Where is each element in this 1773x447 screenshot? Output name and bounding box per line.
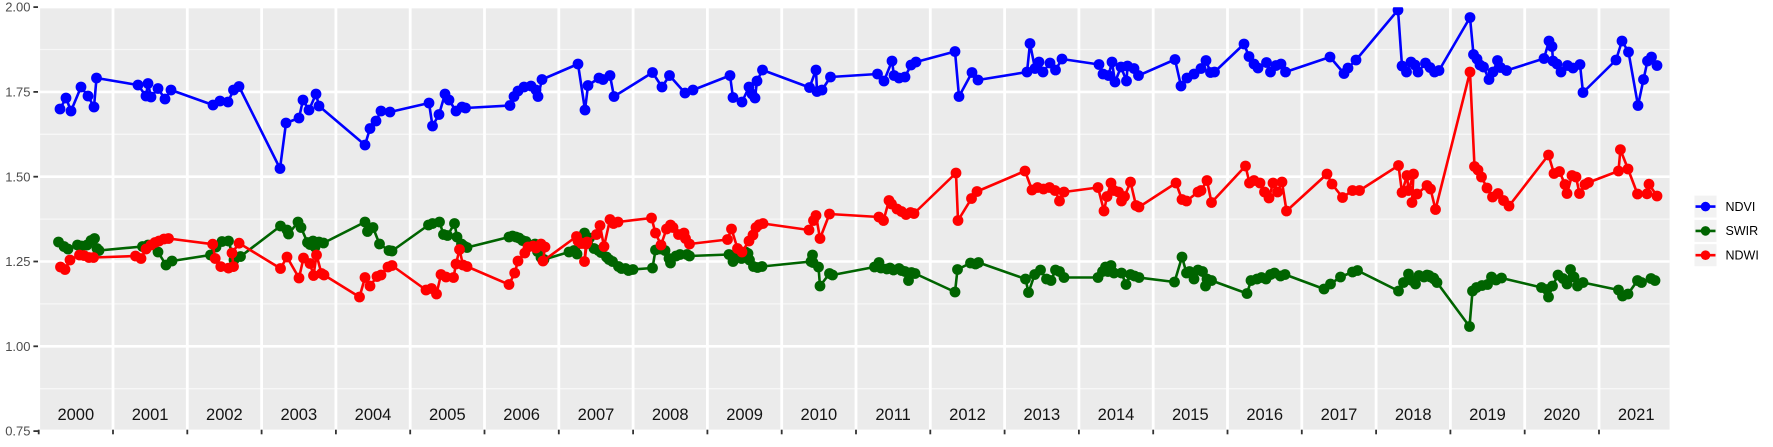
svg-text:2004: 2004 bbox=[355, 406, 392, 424]
svg-text:2013: 2013 bbox=[1023, 406, 1060, 424]
svg-text:2002: 2002 bbox=[206, 406, 243, 424]
svg-text:2008: 2008 bbox=[652, 406, 689, 424]
svg-text:2.00: 2.00 bbox=[5, 0, 30, 15]
svg-text:2014: 2014 bbox=[1098, 406, 1135, 424]
svg-text:2012: 2012 bbox=[949, 406, 986, 424]
svg-text:1.75: 1.75 bbox=[5, 85, 30, 100]
svg-text:2021: 2021 bbox=[1618, 406, 1655, 424]
svg-text:1.50: 1.50 bbox=[5, 169, 30, 184]
svg-text:2019: 2019 bbox=[1469, 406, 1506, 424]
svg-text:2001: 2001 bbox=[132, 406, 169, 424]
svg-text:2011: 2011 bbox=[875, 406, 910, 424]
svg-text:1.25: 1.25 bbox=[5, 254, 30, 269]
svg-text:2016: 2016 bbox=[1246, 406, 1283, 424]
svg-text:2020: 2020 bbox=[1543, 406, 1580, 424]
svg-text:0.75: 0.75 bbox=[5, 424, 30, 439]
svg-text:2017: 2017 bbox=[1321, 406, 1358, 424]
svg-text:1.00: 1.00 bbox=[5, 339, 30, 354]
svg-text:2003: 2003 bbox=[280, 406, 317, 424]
svg-text:SWIR: SWIR bbox=[1726, 224, 1759, 238]
svg-text:NDVI: NDVI bbox=[1726, 200, 1756, 214]
svg-text:2006: 2006 bbox=[503, 406, 540, 424]
svg-text:NDWI: NDWI bbox=[1726, 249, 1759, 263]
svg-text:2015: 2015 bbox=[1172, 406, 1209, 424]
svg-text:2018: 2018 bbox=[1395, 406, 1432, 424]
svg-text:2000: 2000 bbox=[57, 406, 94, 424]
svg-text:2007: 2007 bbox=[578, 406, 615, 424]
svg-text:2009: 2009 bbox=[726, 406, 763, 424]
svg-text:2010: 2010 bbox=[801, 406, 838, 424]
svg-text:2005: 2005 bbox=[429, 406, 466, 424]
